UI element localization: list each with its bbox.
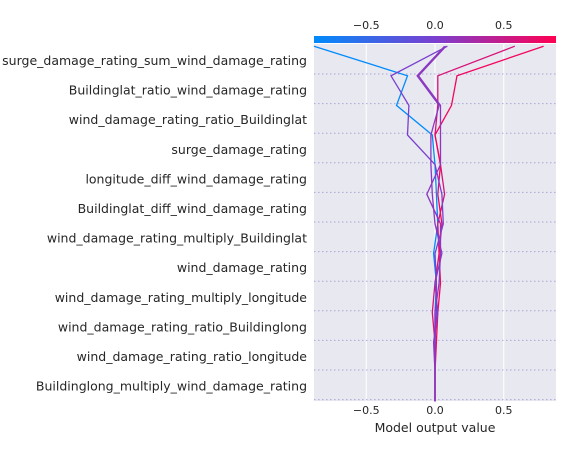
feature-label: wind_damage_rating_multiply_Buildinglat	[47, 231, 307, 246]
feature-label: surge_damage_rating	[171, 142, 307, 157]
decision-line-4	[416, 45, 446, 402]
top-axis-ticks: −0.5 0.0 0.5	[353, 19, 513, 32]
decision-lines	[313, 45, 544, 402]
top-tick-label: 0.5	[495, 19, 513, 32]
x-axis-label: Model output value	[375, 420, 496, 435]
feature-label: wind_damage_rating	[177, 260, 307, 275]
bottom-tick-label: −0.5	[353, 404, 380, 417]
feature-label: wind_damage_rating_multiply_longitude	[55, 290, 308, 305]
feature-label: wind_damage_rating_ratio_longitude	[77, 349, 308, 364]
decision-line-5	[417, 45, 447, 402]
bottom-tick-label: 0.0	[426, 404, 444, 417]
feature-label: surge_damage_rating_sum_wind_damage_rati…	[2, 53, 307, 68]
feature-label: Buildinglong_multiply_wind_damage_rating	[36, 379, 307, 394]
colorbar	[314, 36, 556, 43]
bottom-tick-label: 0.5	[495, 404, 513, 417]
top-tick-label: 0.0	[426, 19, 444, 32]
decision-line-2	[434, 45, 544, 402]
bottom-axis-ticks: −0.5 0.0 0.5	[353, 404, 513, 417]
top-tick-label: −0.5	[353, 19, 380, 32]
feature-label: Buildinglat_diff_wind_damage_rating	[78, 201, 307, 216]
feature-label: longitude_diff_wind_damage_rating	[85, 171, 307, 186]
feature-label: Buildinglat_ratio_wind_damage_rating	[69, 83, 307, 98]
feature-labels: surge_damage_rating_sum_wind_damage_rati…	[2, 53, 307, 394]
feature-label: wind_damage_rating_ratio_Buildinglat	[69, 112, 307, 127]
feature-label: wind_damage_rating_ratio_Buildinglong	[58, 319, 307, 334]
